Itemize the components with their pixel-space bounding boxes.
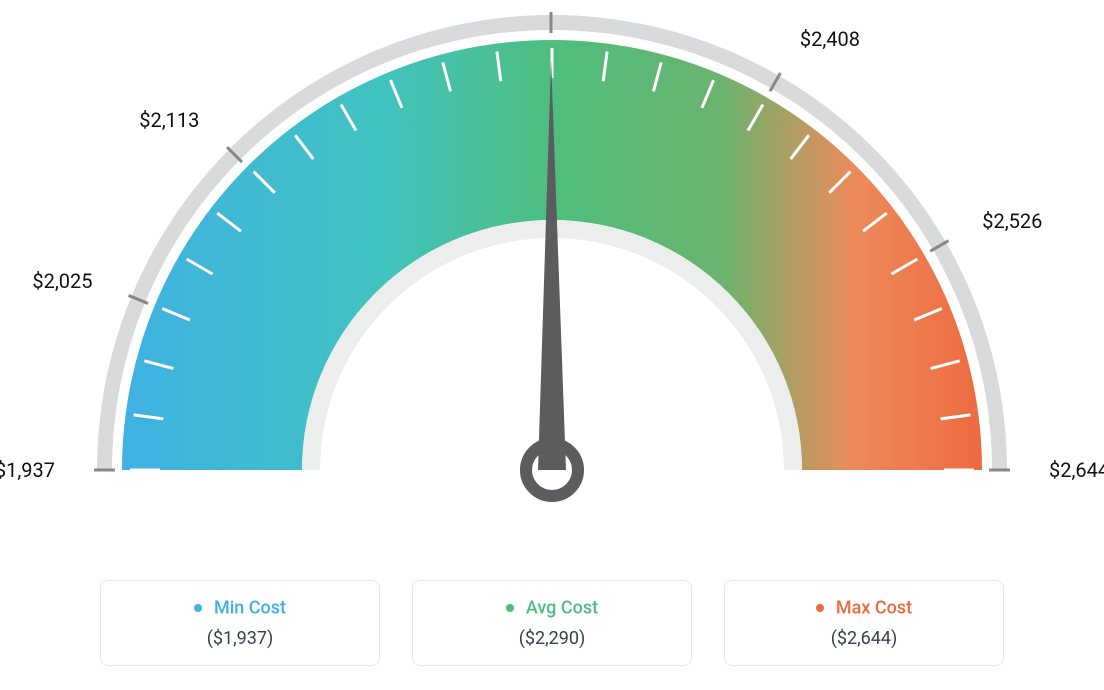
gauge-tick-label: $2,526: [982, 209, 1042, 233]
legend-label: Min Cost: [214, 597, 286, 618]
legend-label: Avg Cost: [526, 597, 598, 618]
dot-icon: [816, 604, 824, 612]
cost-gauge-chart: $1,937$2,025$2,113$2,290$2,408$2,526$2,6…: [0, 0, 1104, 690]
gauge-area: $1,937$2,025$2,113$2,290$2,408$2,526$2,6…: [0, 0, 1104, 560]
legend-value: ($1,937): [121, 628, 359, 649]
gauge-tick-label: $2,113: [139, 108, 199, 132]
gauge-tick-label: $2,025: [32, 269, 92, 293]
gauge-tick-label: $2,408: [800, 27, 860, 51]
legend-value: ($2,644): [745, 628, 983, 649]
dot-icon: [506, 604, 514, 612]
dot-icon: [194, 604, 202, 612]
legend-card-min: Min Cost ($1,937): [100, 580, 380, 666]
legend-label: Max Cost: [836, 597, 912, 618]
gauge-tick-label: $1,937: [0, 458, 55, 482]
legend-value: ($2,290): [433, 628, 671, 649]
legend-card-avg: Avg Cost ($2,290): [412, 580, 692, 666]
gauge-tick-label: $2,644: [1049, 458, 1104, 482]
legend-card-max: Max Cost ($2,644): [724, 580, 1004, 666]
legend-row: Min Cost ($1,937) Avg Cost ($2,290) Max …: [0, 580, 1104, 666]
gauge-svg: [0, 0, 1104, 560]
